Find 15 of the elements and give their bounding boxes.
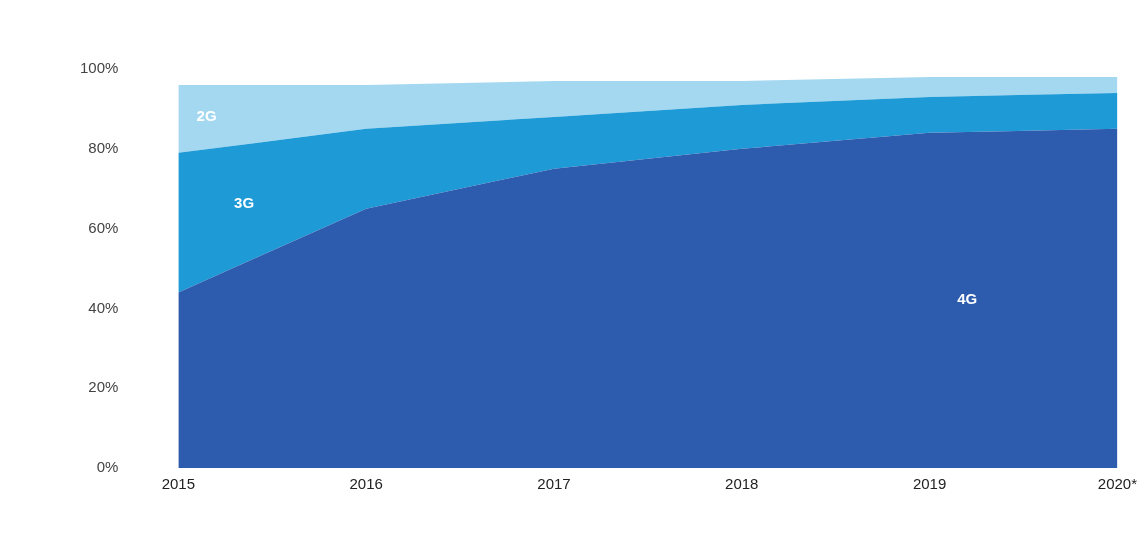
y-tick-label: 0% bbox=[96, 458, 119, 476]
y-tick-label: 20% bbox=[88, 378, 119, 396]
series-label: 2G bbox=[196, 107, 217, 125]
series-label: 3G bbox=[234, 193, 255, 211]
x-tick-label: 2016 bbox=[349, 475, 383, 493]
x-tick-label: 2018 bbox=[725, 475, 759, 493]
y-tick-label: 40% bbox=[88, 298, 119, 316]
x-tick-label: 2017 bbox=[537, 475, 571, 493]
y-tick-label: 60% bbox=[88, 218, 119, 236]
y-tick-label: 100% bbox=[79, 59, 119, 77]
series-label: 4G bbox=[957, 290, 978, 308]
x-tick-label: 2015 bbox=[161, 475, 196, 493]
x-tick-label: 2020* bbox=[1097, 475, 1138, 493]
y-tick-label: 80% bbox=[88, 138, 119, 156]
x-tick-label: 2019 bbox=[912, 475, 947, 493]
